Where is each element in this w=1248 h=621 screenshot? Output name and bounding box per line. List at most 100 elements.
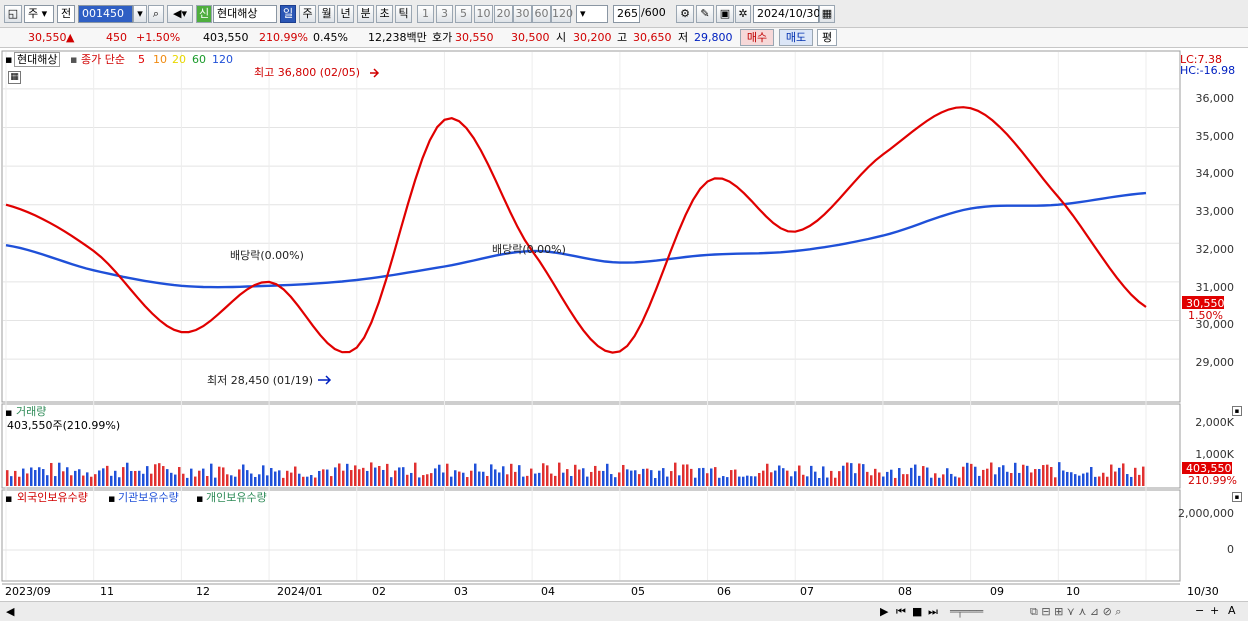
last-page-icon[interactable]: ⏭ (928, 605, 938, 618)
volume-bar (762, 470, 765, 486)
volume-bar (846, 462, 849, 486)
volume-bar (690, 468, 693, 486)
tab-year[interactable]: 년 (337, 5, 354, 23)
count-10[interactable]: 10 (474, 5, 493, 23)
ma10-label[interactable]: 10 (153, 53, 167, 66)
tab-second[interactable]: 초 (376, 5, 393, 23)
ma60-label[interactable]: 60 (192, 53, 206, 66)
volume-bar (790, 476, 793, 486)
stock-name-field[interactable]: 현대해상 (213, 5, 277, 23)
volume-bar (262, 465, 265, 486)
tab-day[interactable]: 일 (280, 5, 296, 23)
volume-bar (1098, 476, 1101, 486)
volume-title[interactable]: 거래량 (16, 405, 47, 418)
volume-bar (602, 470, 605, 486)
font-size-icon[interactable]: A (1228, 604, 1236, 617)
ma20-label[interactable]: 20 (172, 53, 186, 66)
volume-bar (274, 471, 277, 486)
count-5[interactable]: 5 (455, 5, 472, 23)
tab-week[interactable]: 주 (299, 5, 316, 23)
volume-bar (222, 467, 225, 486)
volume-bar (254, 476, 257, 486)
volume-close-icon[interactable]: ▪ (1232, 406, 1242, 416)
stop-icon[interactable]: ■ (912, 605, 923, 618)
zoom-out-icon[interactable]: − (1195, 604, 1205, 617)
count-30[interactable]: 30 (513, 5, 532, 23)
search-icon[interactable]: ⌕ (148, 5, 164, 23)
volume-bar (610, 474, 613, 486)
scroll-left-icon[interactable]: ◀ (6, 605, 15, 618)
code-dropdown-icon[interactable]: ▾ (133, 5, 147, 23)
volume-ratio: 210.99% (259, 31, 308, 44)
draw-tools-icon[interactable]: ✎ (696, 5, 714, 23)
x-tick-2023-09: 2023/09 (5, 585, 51, 598)
volume-dot-icon: ▪ (5, 406, 13, 419)
buy-button[interactable]: 매수 (740, 29, 774, 46)
ma-title[interactable]: 종가 단순 (81, 53, 125, 66)
volume-bar (538, 472, 541, 486)
volume-bar (1074, 474, 1077, 486)
count-select[interactable]: ▾ (576, 5, 608, 23)
scroll-bar[interactable]: ◀ ▶ ⏮ ■ ⏭ ═╤═══ ⧉ ⊟ ⊞ ⋎ ⋏ ⊿ ⊘ ⌕ − + A (0, 601, 1248, 621)
volume-bar (142, 473, 145, 486)
count-1[interactable]: 1 (417, 5, 434, 23)
volume-bar (954, 476, 957, 486)
dividend-annotation-1: 배당락(0.00%) (230, 249, 304, 262)
count-120[interactable]: 120 (551, 5, 573, 23)
count-20[interactable]: 20 (494, 5, 513, 23)
volume-bar (830, 470, 833, 486)
tab-minute[interactable]: 분 (357, 5, 374, 23)
chart-area[interactable]: ▪ 현대해상 ▪ 종가 단순 5 10 20 60 120 ▦ LC:7.38 … (0, 50, 1248, 602)
volume-bar (374, 467, 377, 486)
tool-icons[interactable]: ⧉ ⊟ ⊞ ⋎ ⋏ ⊿ ⊘ ⌕ (1030, 605, 1122, 618)
volume-bar (186, 477, 189, 486)
volume-bar (482, 471, 485, 486)
stock-tag[interactable]: 현대해상 (14, 52, 61, 67)
volume-bar (282, 477, 285, 486)
holding-close-icon[interactable]: ▪ (1232, 492, 1242, 502)
volume-bar (838, 471, 841, 486)
count-60[interactable]: 60 (532, 5, 551, 23)
mode-select[interactable]: 전 (57, 5, 75, 23)
volume-bar (206, 475, 209, 486)
volume-bar (630, 470, 633, 486)
bar-count-input[interactable]: 265 (613, 5, 640, 23)
ma5-label[interactable]: 5 (138, 53, 145, 66)
save-icon[interactable]: ▣ (716, 5, 734, 23)
volume-bar (74, 470, 77, 486)
volume-bar (1026, 465, 1029, 486)
settings-dot-icon[interactable]: ▪ (5, 53, 13, 66)
period-select[interactable]: 주 ▾ (24, 5, 54, 23)
sound-icon[interactable]: ◀▾ (167, 5, 193, 23)
count-3[interactable]: 3 (436, 5, 453, 23)
volume-bar (570, 476, 573, 486)
zoom-slider[interactable]: ═╤═══ (950, 605, 984, 618)
legend-institution[interactable]: 기관보유수량 (118, 491, 179, 504)
gear-icon[interactable]: ✲ (735, 5, 751, 23)
calendar-icon[interactable]: ▦ (819, 5, 835, 23)
tab-tick[interactable]: 틱 (395, 5, 412, 23)
eval-button[interactable]: 평 (817, 29, 837, 46)
chart-type-icon[interactable]: ◱ (4, 5, 22, 23)
legend-foreign[interactable]: 외국인보유수량 (17, 491, 88, 504)
volume-bar (86, 472, 89, 486)
low-arrow-icon (318, 375, 332, 385)
stock-code-input[interactable]: 001450 (78, 5, 133, 23)
date-input[interactable]: 2024/10/30 (753, 5, 820, 23)
tab-month[interactable]: 월 (318, 5, 335, 23)
zoom-in-icon[interactable]: + (1210, 604, 1220, 617)
volume-bar (974, 466, 977, 486)
volume-bar (270, 468, 273, 486)
ma120-label[interactable]: 120 (212, 53, 233, 66)
volume-bar (1018, 472, 1021, 486)
chart-canvas[interactable] (0, 50, 1248, 602)
first-page-icon[interactable]: ⏮ (896, 605, 906, 618)
sell-button[interactable]: 매도 (779, 29, 813, 46)
volume-bar (102, 468, 105, 486)
volume-bar (1134, 467, 1137, 486)
indicator-icon[interactable]: ⚙ (676, 5, 694, 23)
volume-bar (466, 477, 469, 486)
scroll-right-icon[interactable]: ▶ (880, 605, 889, 618)
legend-individual[interactable]: 개인보유수량 (206, 491, 267, 504)
table-icon[interactable]: ▦ (8, 71, 21, 84)
